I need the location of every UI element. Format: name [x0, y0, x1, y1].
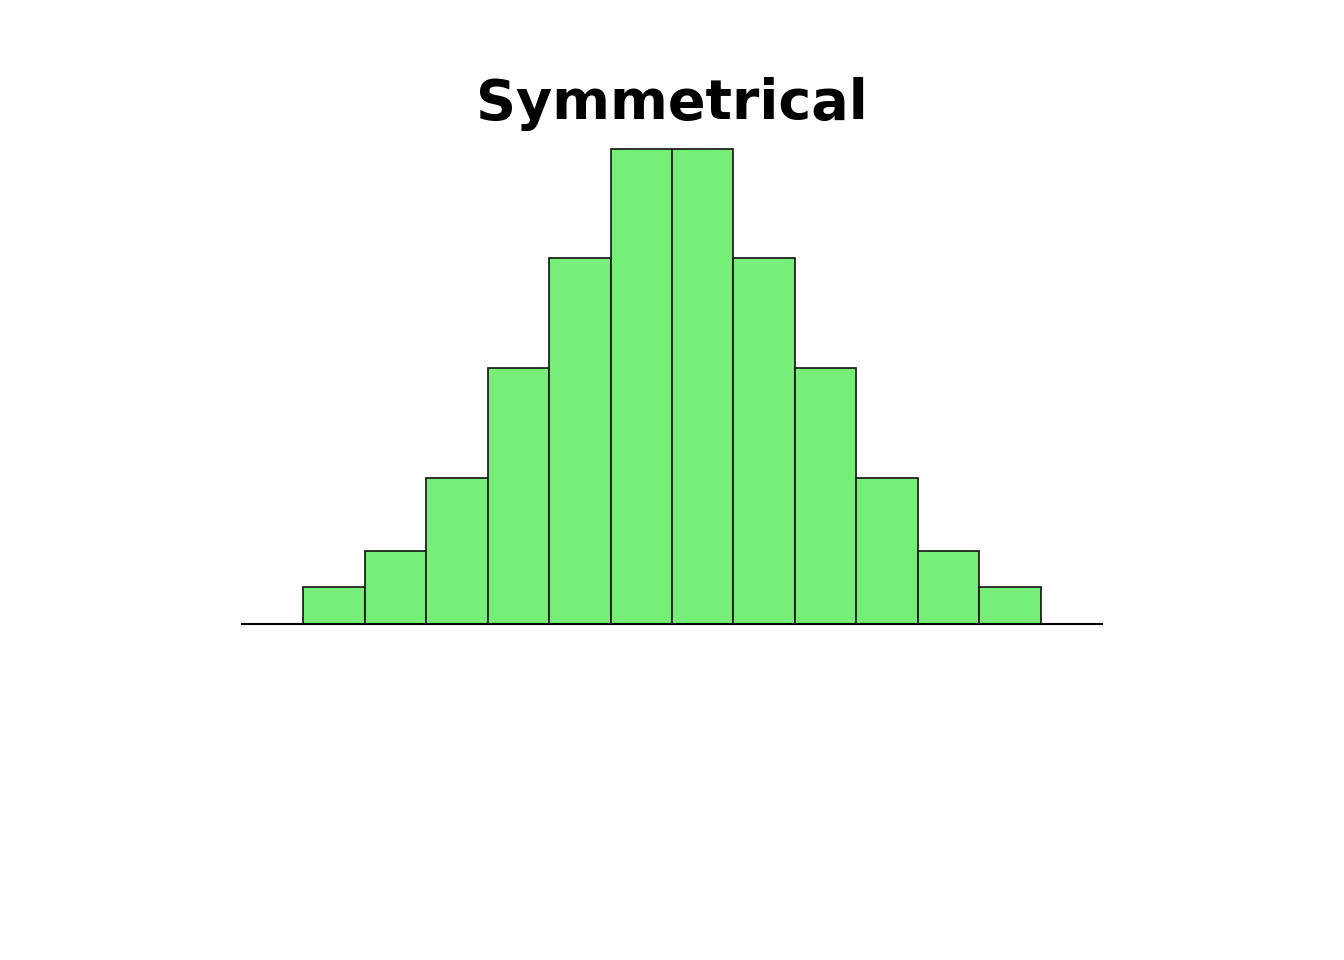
Bar	[672, 149, 734, 624]
Bar	[980, 588, 1040, 624]
Bar	[856, 478, 918, 624]
Bar	[610, 149, 672, 624]
Text: Symmetrical: Symmetrical	[476, 77, 868, 131]
Bar	[364, 551, 426, 624]
Bar	[488, 368, 550, 624]
Bar	[734, 258, 794, 624]
Bar	[550, 258, 610, 624]
Bar	[918, 551, 980, 624]
Bar	[794, 368, 856, 624]
Bar	[304, 588, 364, 624]
Bar	[426, 478, 488, 624]
